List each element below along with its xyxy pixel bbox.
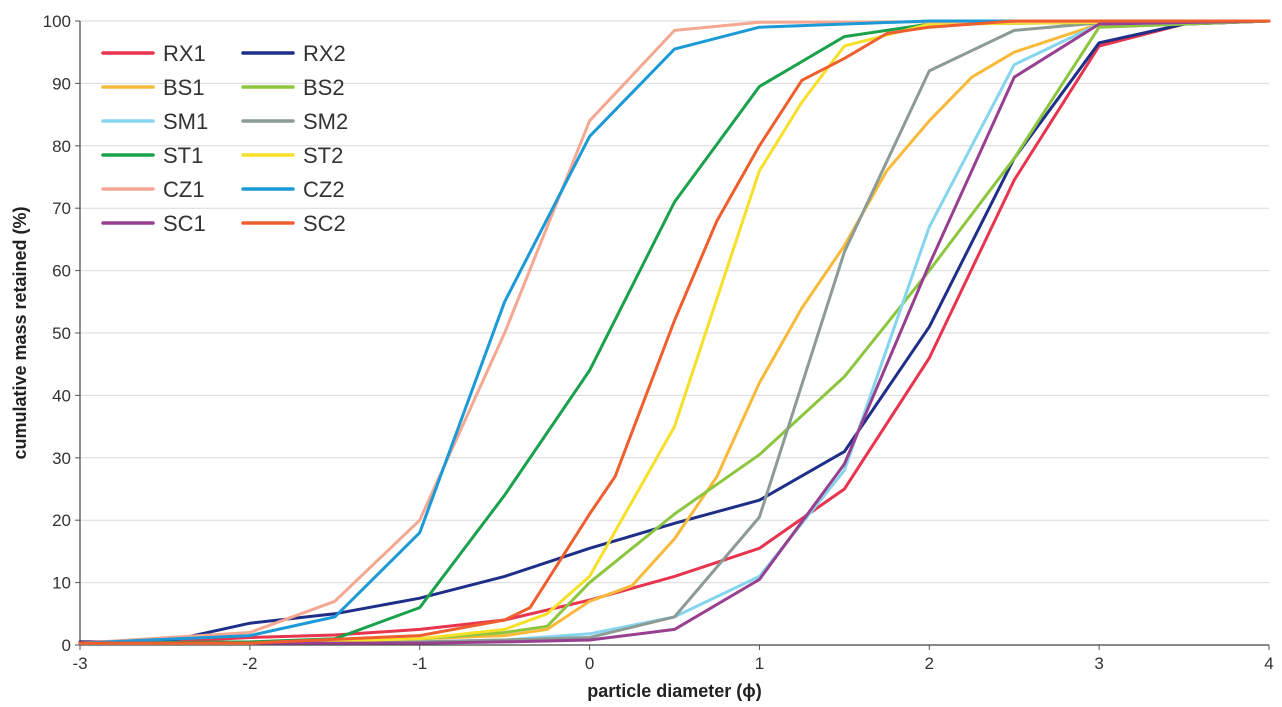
series-line-sm2 — [78, 19, 1271, 645]
x-tick-label: 2 — [925, 654, 934, 673]
legend-label: SM1 — [163, 109, 208, 134]
legend-item-cz2: CZ2 — [241, 177, 345, 202]
legend-label: BS1 — [163, 75, 205, 100]
legend-label: RX2 — [303, 41, 346, 66]
y-tick-label: 70 — [52, 199, 71, 218]
legend-item-sc1: SC1 — [101, 211, 206, 236]
x-axis-title: particle diameter (ϕ) — [587, 681, 762, 701]
axes-layer: 0 10 20 30 40 50 60 70 80 90 100 -3 -2 -1 0 1 2 3 4 — [43, 12, 1274, 673]
legend-label: ST1 — [163, 143, 203, 168]
series-line-bs1 — [78, 19, 1271, 645]
y-tick-label: 20 — [52, 511, 71, 530]
series-line-bs2 — [78, 19, 1271, 645]
legend-label: CZ2 — [303, 177, 345, 202]
y-tick-label: 100 — [43, 12, 71, 31]
y-tick-label: 40 — [52, 386, 71, 405]
x-tick-label: 3 — [1094, 654, 1103, 673]
legend-item-sc2: SC2 — [241, 211, 346, 236]
y-tick-label: 60 — [52, 262, 71, 281]
legend-item-sm1: SM1 — [101, 109, 208, 134]
x-tick-label: 4 — [1264, 654, 1273, 673]
legend-label: BS2 — [303, 75, 345, 100]
legend-label: RX1 — [163, 41, 206, 66]
y-tick-label: 30 — [52, 449, 71, 468]
legend-item-st1: ST1 — [101, 143, 203, 168]
series-line-st1 — [78, 19, 1271, 645]
legend-item-cz1: CZ1 — [101, 177, 205, 202]
legend-item-rx1: RX1 — [101, 41, 206, 66]
legend-item-st2: ST2 — [241, 143, 343, 168]
legend: RX1 RX2 BS1 BS2 SM1 SM2 ST1 ST2 CZ1 CZ2 SC1 SC2 — [101, 41, 348, 236]
y-tick-label: 90 — [52, 74, 71, 93]
series-line-cz1 — [78, 19, 1271, 645]
series-line-sc1 — [78, 19, 1271, 645]
series-line-rx1 — [78, 19, 1271, 644]
legend-label: ST2 — [303, 143, 343, 168]
legend-label: SC2 — [303, 211, 346, 236]
x-tick-label: -1 — [412, 654, 427, 673]
series-line-sm1 — [78, 19, 1271, 645]
y-tick-label: 10 — [52, 574, 71, 593]
series-line-st2 — [78, 19, 1271, 645]
series-layer — [78, 19, 1271, 645]
legend-item-rx2: RX2 — [241, 41, 346, 66]
series-line-rx2 — [78, 19, 1271, 644]
x-tick-label: -2 — [242, 654, 257, 673]
y-tick-label: 0 — [62, 636, 71, 655]
legend-item-sm2: SM2 — [241, 109, 348, 134]
y-tick-label: 50 — [52, 324, 71, 343]
x-tick-label: 0 — [585, 654, 594, 673]
x-tick-label: -3 — [72, 654, 87, 673]
series-line-sc2 — [78, 19, 1271, 645]
y-axis-title: cumulative mass retained (%) — [10, 206, 30, 459]
legend-item-bs2: BS2 — [241, 75, 345, 100]
x-tick-label: 1 — [755, 654, 764, 673]
grid-layer — [80, 20, 1269, 584]
legend-label: SM2 — [303, 109, 348, 134]
y-tick-label: 80 — [52, 137, 71, 156]
legend-label: CZ1 — [163, 177, 205, 202]
series-line-cz2 — [78, 19, 1271, 645]
legend-label: SC1 — [163, 211, 206, 236]
legend-item-bs1: BS1 — [101, 75, 205, 100]
